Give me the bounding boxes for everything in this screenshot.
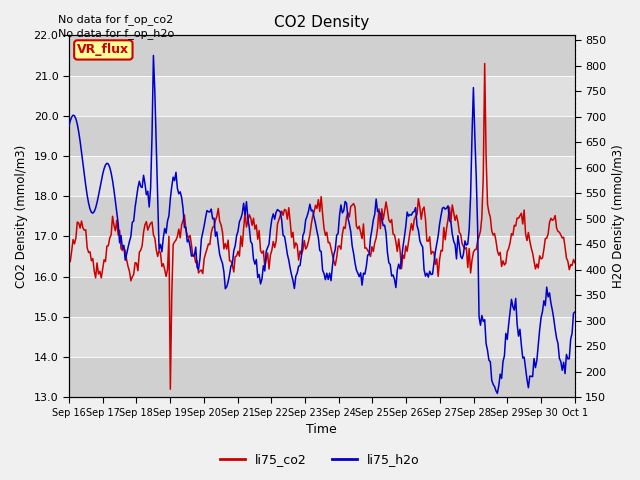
Bar — [69, 236, 575, 276]
Title: CO2 Density: CO2 Density — [275, 15, 369, 30]
Bar — [69, 75, 575, 116]
Y-axis label: H2O Density (mmol/m3): H2O Density (mmol/m3) — [612, 144, 625, 288]
X-axis label: Time: Time — [307, 423, 337, 436]
Bar — [69, 317, 575, 357]
Text: No data for f_op_co2: No data for f_op_co2 — [58, 13, 173, 24]
Bar — [69, 156, 575, 196]
Bar — [69, 116, 575, 156]
Y-axis label: CO2 Density (mmol/m3): CO2 Density (mmol/m3) — [15, 144, 28, 288]
Bar — [69, 196, 575, 236]
Bar — [69, 357, 575, 397]
Text: No data for f_op_h2o: No data for f_op_h2o — [58, 28, 174, 39]
Bar — [69, 36, 575, 75]
Text: VR_flux: VR_flux — [77, 43, 129, 57]
Bar — [69, 276, 575, 317]
Legend: li75_co2, li75_h2o: li75_co2, li75_h2o — [215, 448, 425, 471]
